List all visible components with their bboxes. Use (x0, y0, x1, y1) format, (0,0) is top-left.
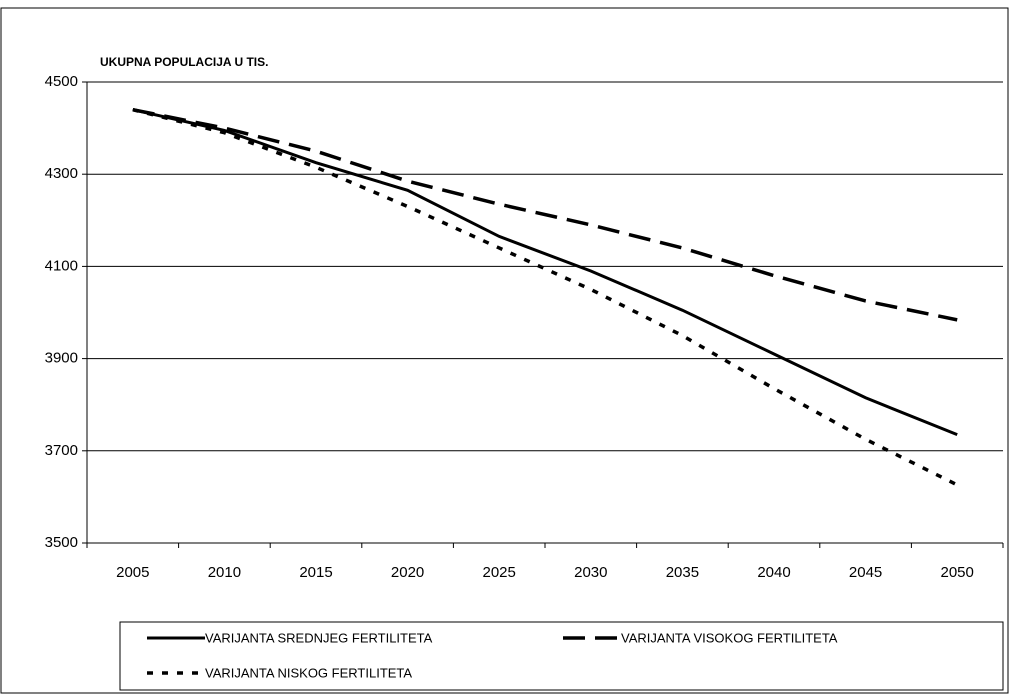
y-axis-title: UKUPNA POPULACIJA U TIS. (100, 55, 268, 69)
y-tick-label: 3700 (45, 442, 78, 459)
x-tick-label: 2020 (391, 564, 424, 581)
legend-label: VARIJANTA VISOKOG FERTILITETA (621, 630, 838, 645)
y-tick-label: 3500 (45, 534, 78, 551)
series-line (132, 107, 958, 322)
series-line (132, 108, 958, 437)
x-tick-label: 2010 (208, 564, 241, 581)
x-tick-label: 2005 (116, 564, 149, 581)
legend-box (119, 621, 1004, 691)
legend-label: VARIJANTA SREDNJEG FERTILITETA (205, 630, 433, 645)
chart-border (0, 7, 1009, 694)
x-tick-label: 2030 (574, 564, 607, 581)
x-tick-label: 2025 (483, 564, 516, 581)
x-tick-label: 2015 (299, 564, 332, 581)
x-tick-label: 2035 (666, 564, 699, 581)
x-tick-label: 2050 (941, 564, 974, 581)
x-tick-label: 2040 (757, 564, 790, 581)
y-tick-label: 4100 (45, 257, 78, 274)
y-tick-label: 3900 (45, 350, 78, 367)
y-tick-label: 4500 (45, 73, 78, 90)
x-tick-label: 2045 (849, 564, 882, 581)
legend-label: VARIJANTA NISKOG FERTILITETA (205, 665, 412, 680)
y-tick-label: 4300 (45, 165, 78, 182)
series-line (132, 107, 958, 487)
